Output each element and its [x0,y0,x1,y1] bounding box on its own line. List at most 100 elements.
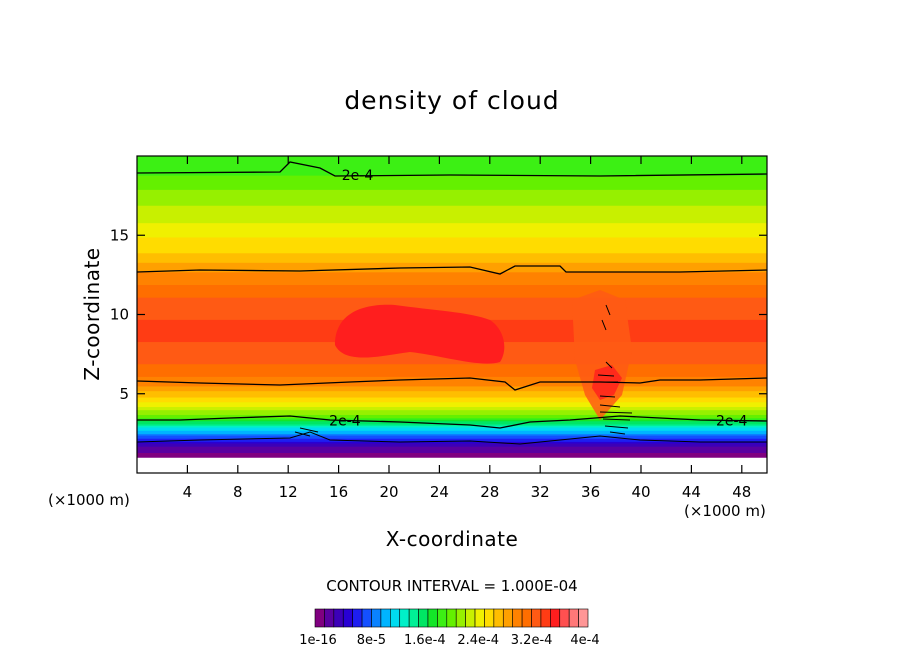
x-tick-label: 32 [531,483,550,501]
contour-band [137,217,767,220]
x-tick-label: 12 [279,483,298,501]
y-tick-label: 15 [110,226,129,244]
contour-band [137,230,767,233]
colorbar-cell [324,608,335,628]
contour-band [137,411,767,414]
contour-band [137,176,767,179]
contour-band [137,170,767,173]
contour-band [137,293,767,297]
contour-band [137,186,767,189]
contour-band [137,213,767,216]
contour-band [137,182,767,186]
x-tick-label: 40 [631,483,650,501]
contour-labels: 2e-4 2e-4 2e-4 [329,168,748,430]
colorbar-cell [408,608,419,628]
colorbar-cell [540,608,551,628]
contour-band [137,369,767,373]
contour-band [137,224,767,227]
contour-band [137,197,767,200]
contour-band [137,444,767,447]
contour-band [137,273,767,276]
contour-band [137,232,767,235]
contour-band [137,396,767,400]
contour-band [137,300,767,303]
contour-band [137,398,767,401]
x-tick-label: 36 [581,483,600,501]
contour-band [137,309,767,312]
contour-band [137,423,767,427]
contour-line-upper [137,265,767,275]
x-unit-label-left: (×1000 m) [48,491,130,509]
colorbar-cell [531,608,542,628]
contour-band [137,414,767,417]
contour-band [137,246,767,249]
contour-band [137,406,767,409]
contour-band [137,195,767,198]
contour-band [137,362,767,365]
contour-band [137,255,767,259]
contour-band [137,363,767,366]
colorbar-tick-label: 1e-16 [299,633,337,648]
colorbar-cell [352,608,363,628]
contour-band [137,409,767,412]
contour-band [137,285,767,289]
contour-band [137,297,767,300]
contour-band [137,236,767,240]
contour-band [137,233,767,236]
x-tick-label: 8 [233,483,243,501]
contour-band [137,306,767,309]
contour-interval-label: CONTOUR INTERVAL = 1.000E-04 [326,577,578,595]
contour-band [137,184,767,187]
contour-band [137,270,767,273]
contour-band [137,415,767,419]
contour-band [137,222,767,225]
contour-band [137,220,767,224]
contour-band [137,203,767,206]
colorbar-cell [380,608,391,628]
contour-band [137,374,767,377]
core-region [335,304,505,364]
contour-band [137,412,767,415]
colorbar-cell [437,608,448,628]
contour-band [137,251,767,254]
contour-band [137,168,767,171]
contour-band [137,156,767,159]
contour-band [137,433,767,436]
contour-band [137,278,767,281]
y-tick-label: 5 [119,385,129,403]
contour-band [137,376,767,379]
contour-band [137,403,767,406]
x-tick-label: 16 [329,483,348,501]
contour-band [137,395,767,398]
contour-band [137,438,767,441]
contour-lines [137,161,767,445]
contour-band [137,442,767,446]
contour-line-lower [137,377,767,391]
y-axis-label: Z-coordinate [80,247,104,381]
contour-band [137,455,767,458]
contour-band [137,160,767,163]
contour-label: 2e-4 [716,414,748,430]
contour-band [137,260,767,263]
colorbar-cell [502,608,513,628]
contour-band [137,449,767,452]
x-tick-label: 24 [430,483,449,501]
colorbar-cell [371,608,382,628]
colorbar-cell [568,608,579,628]
contour-band [137,292,767,295]
contour-band [137,373,767,376]
contour-band [137,385,767,389]
colorbar-cell [333,608,344,628]
contour-band [137,358,767,362]
contour-label: 2e-4 [329,414,361,430]
contour-band [137,284,767,287]
contour-band [137,206,767,209]
contour-band [137,254,767,257]
colorbar [314,608,589,628]
contour-band [137,252,767,255]
colorbar-cell [361,608,372,628]
contour-band [137,247,767,251]
x-tick-label: 28 [480,483,499,501]
contour-band [137,274,767,278]
